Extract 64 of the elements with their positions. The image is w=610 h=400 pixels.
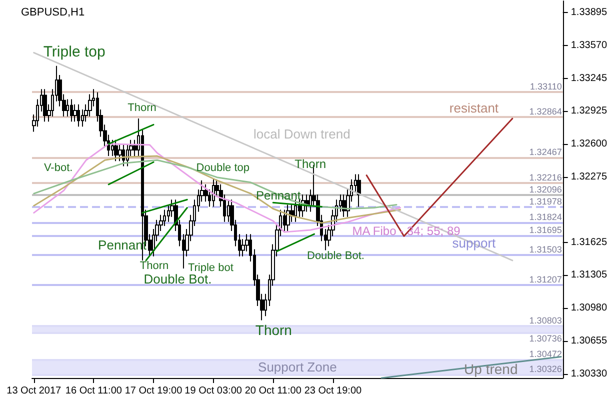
candlestick (122, 144, 125, 167)
annotation: V-bot. (44, 162, 73, 174)
y-tick-label: 1.30330 (570, 368, 608, 380)
annotation: Triple bot (188, 262, 234, 274)
ref-line-label: 1.32864 (529, 106, 562, 117)
x-tick-label: 19 Oct 03:00 (184, 386, 242, 396)
annotation: local Down trend (253, 126, 350, 142)
x-tick-label: 23 Oct 19:00 (304, 386, 362, 396)
annotation: Thorn (128, 102, 156, 114)
candlestick (286, 204, 290, 232)
annotation: Thorn (140, 260, 169, 272)
ref-line-label: 1.30803 (529, 316, 562, 326)
y-tick-label: 1.33570 (570, 40, 608, 52)
y-tick-label: 1.30980 (570, 302, 608, 314)
y-tick-label: 1.31625 (570, 237, 608, 248)
y-tick-label: 1.32275 (570, 171, 608, 182)
y-tick-label: 1.32925 (570, 105, 608, 116)
y-tick-label: 1.33895 (570, 7, 608, 18)
candlestick (70, 98, 73, 122)
x-tick-label: 17 Oct 19:00 (124, 386, 183, 396)
annotation: Double Bot. (144, 272, 212, 286)
x-tick-label: 20 Oct 11:00 (244, 386, 302, 396)
candlestick (81, 108, 84, 128)
candlestick (118, 144, 122, 162)
y-tick-label: 1.30655 (570, 336, 608, 347)
ref-line-label: 1.30736 (529, 333, 562, 344)
ref-line-label: 1.32467 (529, 146, 562, 157)
text: GBPUSD,H1 (21, 6, 85, 18)
ref-line-label: 1.32096 (529, 184, 562, 194)
annotation: Thorn (294, 157, 326, 171)
y-tick-label: 1.32600 (570, 138, 608, 150)
annotation: Triple top (43, 44, 106, 60)
candlestick (294, 199, 297, 222)
y-tick-label: 1.31305 (570, 270, 608, 281)
y-tick-label: 1.33245 (570, 73, 608, 84)
candlestick (111, 139, 114, 157)
x-tick-label: 13 Oct 2017 (6, 386, 62, 396)
ref-line-label: 1.33110 (530, 82, 562, 92)
candlestick (212, 178, 215, 208)
ref-line-label: 1.31503 (529, 244, 562, 255)
ref-line-label: 1.30326 (529, 364, 562, 374)
ref-line-label: 1.31695 (529, 225, 562, 236)
line-series (33, 159, 398, 210)
annotation: Thorn (255, 322, 292, 338)
ref-line-label: 1.31824 (529, 212, 562, 222)
annotation: Double top (196, 162, 250, 174)
ref-line-label: 1.30472 (529, 349, 562, 360)
annotation: MA Fibo - 34; 55; 89 (352, 224, 461, 238)
band-label: Support Zone (258, 359, 337, 374)
annotation: Double Bot. (306, 250, 364, 262)
candlestick (204, 184, 208, 202)
ref-line-label: 1.32216 (529, 172, 562, 182)
annotation: Pennant (256, 188, 302, 203)
ref-line-label: 1.31207 (529, 274, 562, 285)
annotation: resistant (449, 100, 499, 116)
candlestick (357, 174, 361, 208)
candlestick (77, 104, 80, 128)
ref-line-label: 1.31978 (529, 196, 562, 206)
line-series (33, 155, 401, 224)
candlestick (114, 139, 118, 162)
candlestick (43, 88, 47, 122)
x-tick-label: 16 Oct 11:00 (65, 386, 122, 396)
candlestick (73, 104, 77, 122)
annotation: support (452, 236, 496, 250)
